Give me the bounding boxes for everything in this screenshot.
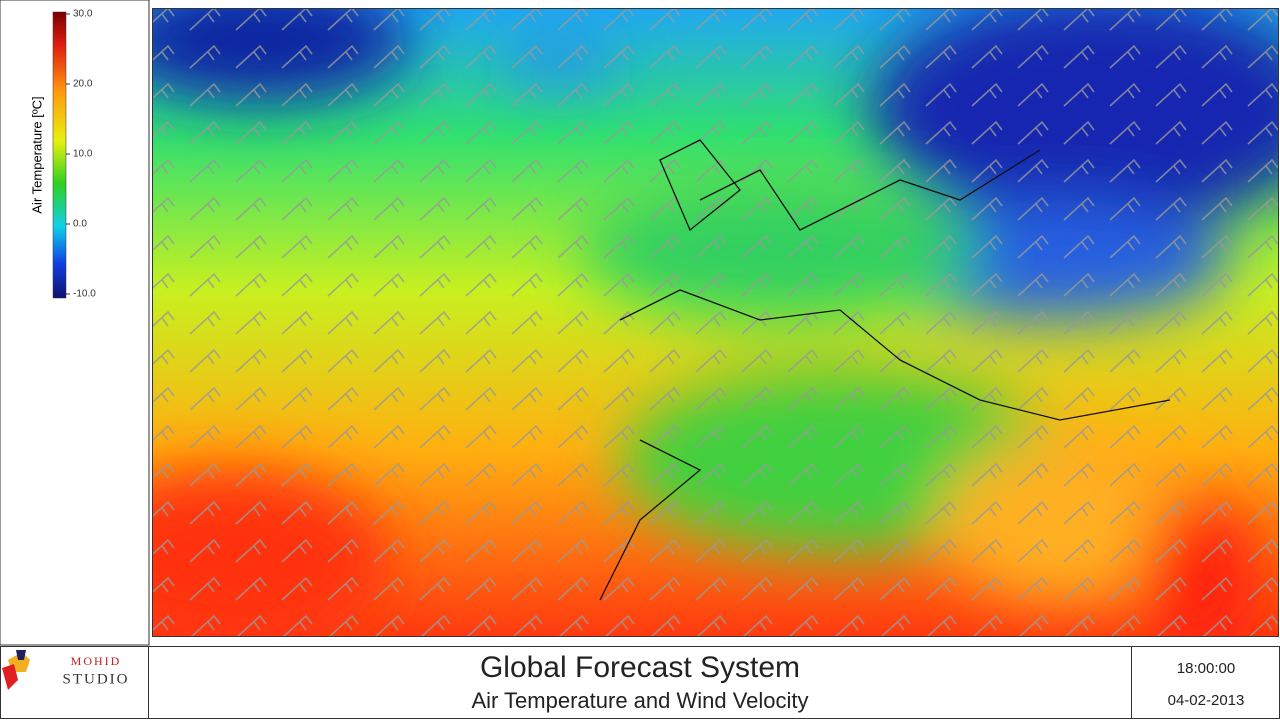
colorbar-tick-label: 30.0 — [73, 9, 93, 20]
footer-subtitle: Air Temperature and Wind Velocity — [471, 688, 808, 713]
colorbar-tick-label: -10.0 — [73, 289, 96, 300]
time-box — [1131, 646, 1280, 719]
colorbar-tick-label: 20.0 — [73, 79, 93, 90]
map — [153, 9, 1278, 636]
colorbar-label: Air Temperature [ºC] — [29, 96, 44, 213]
time: 18:00:00 — [1177, 660, 1235, 677]
colorbar — [52, 11, 67, 299]
colorbar-tick-label: 10.0 — [73, 149, 93, 160]
title-box — [148, 646, 1132, 719]
date: 04-02-2013 — [1168, 692, 1245, 709]
colorbar-ticks: 30.0 20.0 10.0 0.0 -10.0 — [66, 9, 96, 300]
colorbar-tick-label: 0.0 — [73, 219, 87, 230]
logo-text: MOHID — [71, 654, 122, 668]
footer-title: Global Forecast System — [480, 651, 800, 684]
legend-panel — [0, 0, 150, 646]
logo-text: STUDIO — [63, 671, 130, 687]
